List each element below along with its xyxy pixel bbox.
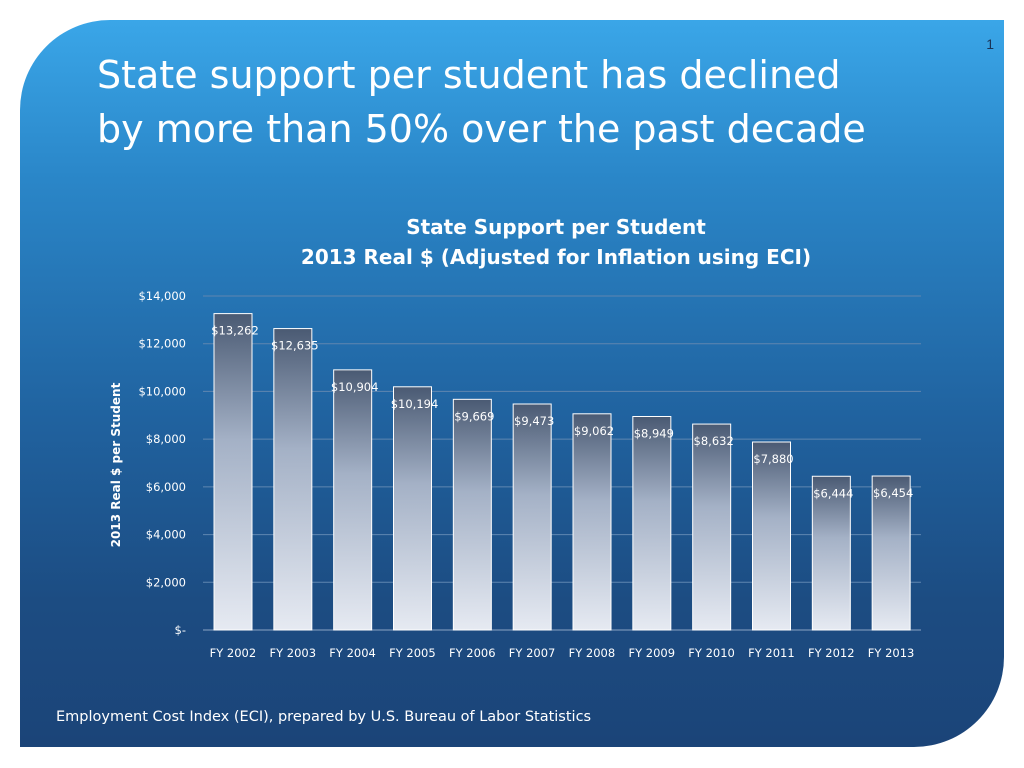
chart-title: State Support per Student 2013 Real $ (A… xyxy=(200,212,912,272)
x-tick-label: FY 2007 xyxy=(509,646,556,660)
y-tick-label: $6,000 xyxy=(146,480,186,494)
x-tick-label: FY 2013 xyxy=(868,646,915,660)
slide-title-line-2: by more than 50% over the past decade xyxy=(97,107,866,151)
y-tick-label: $4,000 xyxy=(146,528,186,542)
data-label: $10,904 xyxy=(331,380,379,394)
x-tick-label: FY 2004 xyxy=(329,646,376,660)
bar xyxy=(572,413,612,631)
footnote: Employment Cost Index (ECI), prepared by… xyxy=(56,709,592,725)
data-label: $12,635 xyxy=(271,339,319,353)
data-label: $6,454 xyxy=(873,486,913,500)
y-tick-label: $2,000 xyxy=(146,575,186,589)
bar xyxy=(333,369,373,631)
bar xyxy=(692,423,732,631)
bar xyxy=(512,403,552,631)
x-tick-label: FY 2006 xyxy=(449,646,496,660)
bar xyxy=(752,441,791,631)
y-axis-ticks: $- $2,000 $4,000 $6,000 $8,000 $10,000 $12,000… xyxy=(138,289,186,637)
slide-title-line-1: State support per student has declined xyxy=(97,53,841,97)
bar xyxy=(871,475,911,631)
data-label: $9,062 xyxy=(574,424,614,438)
x-tick-label: FY 2012 xyxy=(808,646,855,660)
chart-title-line-1: State Support per Student xyxy=(406,215,706,239)
bars xyxy=(213,313,911,631)
slide-title: State support per student has declined b… xyxy=(97,48,957,156)
data-label: $9,473 xyxy=(514,414,554,428)
data-label: $8,949 xyxy=(634,427,674,441)
data-label: $13,262 xyxy=(211,324,259,338)
x-axis-ticks: FY 2002 FY 2003 FY 2004 FY 2005 FY 2006 FY 20… xyxy=(210,646,915,660)
grid-lines xyxy=(203,295,921,631)
chart-title-line-2: 2013 Real $ (Adjusted for Inflation usin… xyxy=(300,245,812,269)
bar xyxy=(452,398,492,631)
y-tick-label: $14,000 xyxy=(138,289,186,303)
bar xyxy=(811,475,851,631)
y-tick-label: $12,000 xyxy=(138,337,186,351)
x-tick-label: FY 2011 xyxy=(748,646,795,660)
bar xyxy=(213,313,253,631)
data-label: $10,194 xyxy=(391,397,439,411)
bar xyxy=(632,416,672,631)
x-tick-label: FY 2003 xyxy=(269,646,316,660)
data-label: $7,880 xyxy=(753,452,793,466)
x-tick-label: FY 2009 xyxy=(628,646,675,660)
y-tick-label: $- xyxy=(175,623,186,637)
x-tick-label: FY 2010 xyxy=(688,646,735,660)
bar xyxy=(273,328,313,631)
value-labels: $13,262 $12,635 $10,904 $10,194 $9,669 $9,473… xyxy=(211,324,913,501)
slide-number: 1 xyxy=(986,36,994,52)
data-label: $8,632 xyxy=(694,434,734,448)
y-tick-label: $10,000 xyxy=(138,384,186,398)
x-tick-label: FY 2002 xyxy=(210,646,257,660)
data-label: $9,669 xyxy=(454,409,494,423)
bar xyxy=(393,386,432,631)
data-label: $6,444 xyxy=(813,486,853,500)
x-tick-label: FY 2008 xyxy=(569,646,616,660)
y-tick-label: $8,000 xyxy=(146,432,186,446)
x-tick-label: FY 2005 xyxy=(389,646,436,660)
